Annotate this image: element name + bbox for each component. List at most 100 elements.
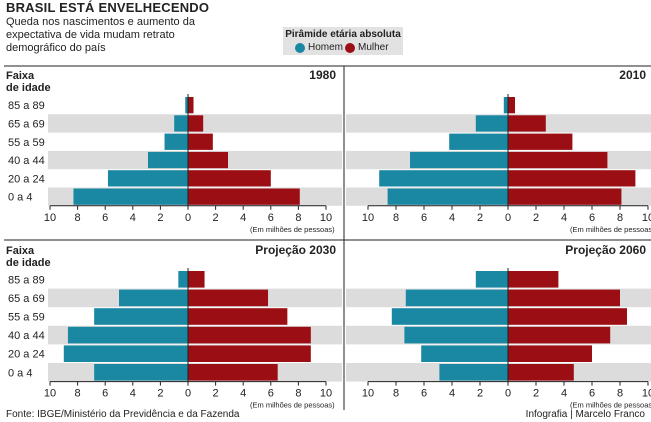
row-stripe <box>346 288 651 308</box>
chart-title: Projeção 2060 <box>565 243 646 257</box>
row-stripe <box>48 150 342 170</box>
x-tick-label: 4 <box>561 388 567 400</box>
age-group-label: 55 a 59 <box>8 312 45 324</box>
row-stripe <box>48 363 342 382</box>
bar-male <box>405 289 508 307</box>
bar-male <box>503 97 508 114</box>
x-tick-label: 4 <box>240 212 246 224</box>
x-tick-label: 2 <box>477 212 483 224</box>
x-tick-label: 8 <box>295 388 301 400</box>
bar-female <box>188 133 213 150</box>
bar-female <box>188 188 300 205</box>
bar-female <box>188 289 269 307</box>
legend-item-female: Mulher <box>345 42 389 53</box>
bar-female <box>508 308 627 325</box>
bar-male <box>119 289 188 307</box>
x-tick-label: 0 <box>505 388 511 400</box>
x-tick-label: 4 <box>130 212 136 224</box>
age-group-label: 40 a 44 <box>8 155 45 167</box>
x-tick-label: 4 <box>449 212 455 224</box>
x-tick-label: 0 <box>185 388 191 400</box>
bar-male <box>107 170 188 187</box>
x-tick-label: 10 <box>320 212 332 224</box>
page-title: BRASIL ESTÁ ENVELHECENDO <box>6 0 210 15</box>
chart-title: Projeção 2030 <box>255 243 336 257</box>
bar-female <box>508 289 620 307</box>
x-tick-label: 6 <box>102 212 108 224</box>
legend-female-label: Mulher <box>358 42 389 53</box>
chart-title: 1980 <box>309 68 336 82</box>
x-tick-label: 6 <box>268 388 274 400</box>
bar-female <box>188 115 204 132</box>
row-stripe <box>48 187 342 206</box>
bar-female <box>188 326 311 344</box>
bar-female <box>188 308 288 325</box>
bar-female <box>508 364 574 381</box>
age-group-label: 55 a 59 <box>8 137 45 149</box>
row-label-heading: de idade <box>6 257 51 269</box>
x-tick-label: 10 <box>362 388 374 400</box>
x-tick-label: 4 <box>561 212 567 224</box>
credit-note: Infografia | Marcelo Franco <box>525 409 645 420</box>
bar-male <box>410 151 508 169</box>
pyramid-chart-1: 20101086420246810(Em milhões de pessoas) <box>346 68 651 234</box>
bar-male <box>404 326 508 344</box>
bar-female <box>188 364 278 381</box>
bar-male <box>63 345 188 362</box>
age-group-label: 65 a 69 <box>8 118 45 130</box>
unit-label: (Em milhões de pessoas) <box>250 225 335 234</box>
x-tick-label: 6 <box>421 388 427 400</box>
x-tick-label: 8 <box>617 388 623 400</box>
row-stripe <box>48 288 342 308</box>
row-label-heading: Faixa <box>6 245 35 257</box>
bar-male <box>379 170 508 187</box>
x-tick-label: 8 <box>75 388 81 400</box>
bar-female <box>188 271 205 288</box>
row-stripe <box>346 325 651 345</box>
bar-male <box>421 345 508 362</box>
age-group-label: 85 a 89 <box>8 100 45 112</box>
legend-title: Pirâmide etária absoluta <box>285 29 401 40</box>
x-tick-label: 2 <box>213 388 219 400</box>
x-tick-label: 8 <box>617 212 623 224</box>
bar-male <box>164 133 188 150</box>
x-tick-label: 2 <box>477 388 483 400</box>
bar-female <box>508 97 515 114</box>
row-label-heading: de idade <box>6 82 51 94</box>
x-tick-label: 10 <box>44 388 56 400</box>
bar-male <box>94 364 188 381</box>
x-tick-label: 8 <box>75 212 81 224</box>
bar-female <box>188 345 311 362</box>
x-tick-label: 2 <box>533 388 539 400</box>
x-tick-label: 10 <box>642 212 651 224</box>
x-tick-label: 8 <box>295 212 301 224</box>
unit-label: (Em milhões de pessoas) <box>250 401 335 410</box>
bar-female <box>188 170 271 187</box>
male-swatch <box>295 42 305 53</box>
age-group-label: 85 a 89 <box>8 274 45 286</box>
legend: Pirâmide etária absoluta Homem Mulher <box>283 27 403 55</box>
legend-male-label: Homem <box>308 42 344 53</box>
bar-female <box>508 326 611 344</box>
x-tick-label: 6 <box>102 388 108 400</box>
bar-male <box>174 115 188 132</box>
bar-male <box>67 326 188 344</box>
bar-female <box>508 188 622 205</box>
x-tick-label: 8 <box>393 212 399 224</box>
bar-female <box>188 151 229 169</box>
row-stripe <box>346 363 651 382</box>
x-tick-label: 0 <box>185 212 191 224</box>
age-group-label: 65 a 69 <box>8 293 45 305</box>
x-tick-label: 2 <box>533 212 539 224</box>
bar-female <box>508 151 608 169</box>
bar-female <box>508 271 559 288</box>
age-group-label: 0 a 4 <box>8 192 32 204</box>
age-group-label: 0 a 4 <box>8 367 32 379</box>
x-tick-label: 2 <box>157 388 163 400</box>
x-tick-label: 10 <box>362 212 374 224</box>
bar-male <box>387 188 508 205</box>
x-tick-label: 10 <box>44 212 56 224</box>
